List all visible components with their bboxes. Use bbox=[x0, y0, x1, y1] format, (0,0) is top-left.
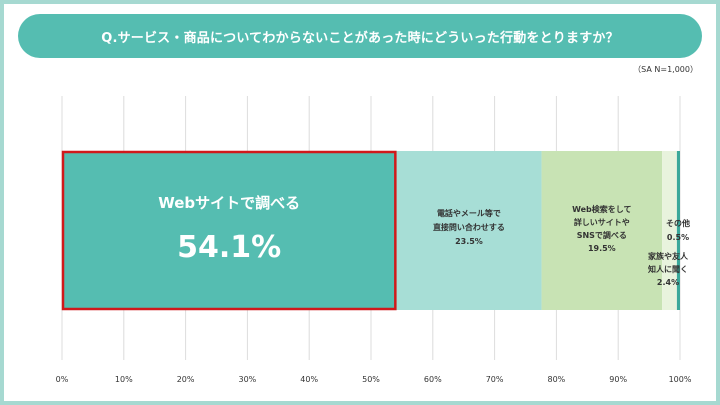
data-label: 電話やメール等で bbox=[437, 208, 501, 218]
x-tick-label: 40% bbox=[300, 375, 318, 384]
x-tick-label: 50% bbox=[362, 375, 380, 384]
x-tick-label: 90% bbox=[609, 375, 627, 384]
data-label: その他 bbox=[666, 218, 690, 228]
data-label: Web検索をして bbox=[572, 204, 631, 214]
x-tick-label: 70% bbox=[486, 375, 504, 384]
chart-title: Q.サービス・商品についてわからないことがあった時にどういった行動をとりますか？ bbox=[101, 30, 619, 46]
data-label: Webサイトで調べる bbox=[158, 194, 300, 212]
data-label: 直接問い合わせする bbox=[433, 222, 505, 232]
data-value-label: 54.1% bbox=[177, 230, 281, 265]
data-value-label: 0.5% bbox=[667, 233, 689, 242]
bar-segment bbox=[662, 151, 677, 310]
chart-title-banner: Q.サービス・商品についてわからないことがあった時にどういった行動をとりますか？ bbox=[18, 14, 702, 58]
data-value-label: 19.5% bbox=[588, 244, 616, 253]
x-tick-label: 10% bbox=[115, 375, 133, 384]
data-label: 家族や友人 bbox=[648, 251, 689, 261]
bar-segment bbox=[676, 151, 680, 310]
data-label: SNSで調べる bbox=[577, 230, 627, 240]
data-label: 知人に聞く bbox=[648, 264, 688, 274]
x-tick-label: 80% bbox=[548, 375, 566, 384]
bar-segment bbox=[541, 151, 663, 310]
x-tick-label: 100% bbox=[669, 375, 692, 384]
bar-segment bbox=[62, 151, 397, 310]
data-value-label: 2.4% bbox=[657, 278, 679, 287]
x-tick-label: 0% bbox=[56, 375, 69, 384]
data-label: 詳しいサイトや bbox=[574, 217, 630, 227]
highlight-border bbox=[61, 150, 397, 311]
bar-segment bbox=[396, 151, 542, 310]
data-value-label: 23.5% bbox=[455, 237, 483, 246]
x-tick-label: 30% bbox=[239, 375, 257, 384]
sample-size-note: （SA N=1,000） bbox=[633, 65, 698, 74]
x-tick-label: 20% bbox=[177, 375, 195, 384]
x-tick-label: 60% bbox=[424, 375, 442, 384]
